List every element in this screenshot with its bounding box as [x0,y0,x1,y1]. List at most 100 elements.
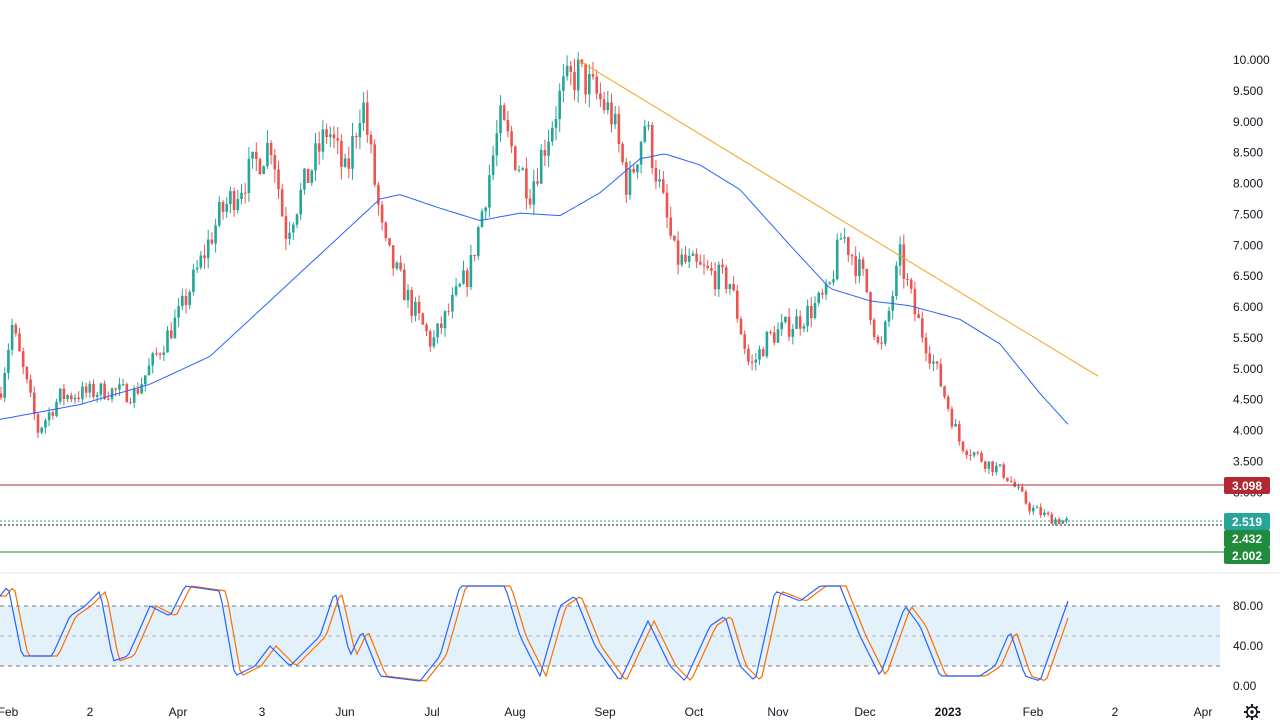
candle [562,64,565,103]
candle [317,131,321,165]
price-tick-label: 6.000 [1233,300,1263,314]
candle [798,310,802,336]
stochastic-tick-label: 40.00 [1233,639,1263,653]
candle [750,354,754,371]
stochastic-pane[interactable]: 80.00 40.00 0.00 [0,585,1263,693]
candle [602,92,606,114]
candle [221,200,225,220]
candle [1050,511,1054,524]
candle [684,246,687,264]
candle [269,140,273,165]
candle [610,93,613,133]
candle [939,358,943,387]
candle [1024,489,1028,505]
price-pane[interactable] [0,52,1224,553]
candle [280,184,284,217]
candle [77,391,80,403]
candle [1054,517,1057,526]
candle [36,412,40,438]
candle [499,95,502,142]
candle [795,309,798,329]
candle [565,55,569,81]
svg-text:2.519: 2.519 [1232,515,1262,529]
candle [114,387,117,397]
candle [21,347,25,375]
candle [895,261,898,300]
candle [995,462,998,476]
candle [632,163,635,174]
candle [321,120,325,160]
candle [406,284,410,308]
candle [625,157,628,203]
candle [1061,520,1065,524]
time-axis[interactable]: Feb 2 Apr 3 Jun Jul Aug Sep Oct Nov Dec 2023 Feb 2 Apr [0,705,1212,719]
candle [366,90,369,143]
candle [240,184,243,205]
candle [266,130,269,169]
price-tag-support-2: 2.002 [1224,547,1270,564]
candle [539,144,543,185]
candle [924,332,928,362]
candle [817,291,820,307]
candle [854,246,857,284]
candle [414,296,417,322]
candle [425,322,428,337]
price-tag-last: 2.519 [1224,513,1270,530]
price-tick-label: 7.500 [1233,207,1263,221]
candle [491,146,495,181]
candle [477,225,480,260]
candle [950,406,954,430]
price-axis[interactable]: 10.000 9.500 9.000 8.500 8.000 7.500 7.000 6.50… [1233,53,1270,499]
candle [458,282,462,288]
candle [599,82,602,107]
candle [384,221,388,242]
candle [162,345,166,361]
price-tag-support-1: 2.432 [1224,530,1270,547]
candle [736,284,739,323]
price-tick-label: 9.000 [1233,115,1263,129]
candle [288,221,291,245]
candle [51,410,55,420]
candle [325,123,328,144]
candle [858,252,861,284]
candle [676,231,680,275]
candle [277,160,280,199]
candle [140,377,143,395]
candle [55,398,58,418]
candle [650,122,654,174]
candle [155,347,158,356]
candle [362,92,365,131]
candle [673,235,676,242]
candle [1046,511,1050,517]
time-tick-label: 2 [1112,705,1119,719]
candle [421,312,425,326]
candle [310,169,314,186]
candle [821,288,824,299]
stochastic-k-line [0,585,1069,682]
candle [721,258,724,274]
candle [440,316,443,335]
candle [732,275,735,292]
candle [255,142,258,171]
candle [743,330,746,355]
candle [225,197,228,218]
gear-icon[interactable] [1244,704,1260,720]
candle [1039,503,1042,518]
time-tick-label: Sep [594,705,616,719]
candle [432,330,436,349]
candle [188,289,191,309]
candle [488,164,491,217]
candle [99,382,103,401]
time-tick-label: 2 [87,705,94,719]
candle [517,165,521,173]
descending-trendline [577,59,1099,377]
price-tick-label: 5.500 [1233,331,1263,345]
candle [643,119,647,144]
candle [909,277,913,294]
candle [554,106,558,141]
candle [639,140,643,174]
price-tick-label: 6.500 [1233,269,1263,283]
candle [206,229,210,269]
candle [247,147,251,202]
